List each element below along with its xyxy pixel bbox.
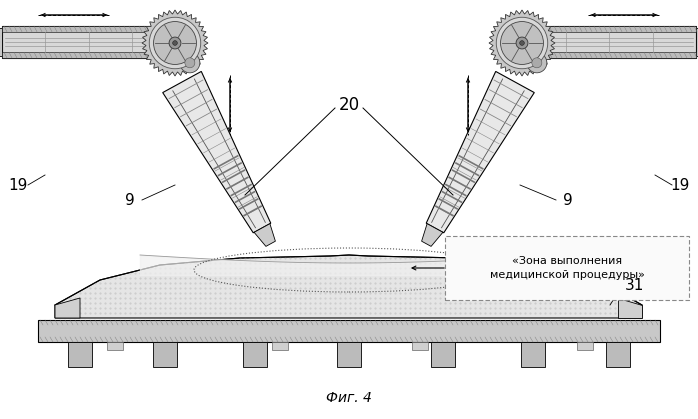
Polygon shape [521, 342, 545, 367]
Polygon shape [68, 342, 92, 367]
Circle shape [496, 17, 548, 69]
Circle shape [532, 58, 542, 68]
Polygon shape [522, 26, 696, 32]
Polygon shape [522, 26, 696, 58]
Polygon shape [577, 342, 593, 350]
Circle shape [180, 53, 200, 73]
Polygon shape [2, 26, 175, 32]
Polygon shape [254, 224, 276, 246]
Polygon shape [55, 255, 642, 318]
Circle shape [520, 41, 524, 45]
Polygon shape [618, 298, 642, 318]
Polygon shape [431, 342, 455, 367]
Polygon shape [55, 298, 80, 318]
Polygon shape [696, 28, 698, 56]
Circle shape [500, 21, 544, 65]
Circle shape [154, 21, 196, 65]
Circle shape [169, 37, 181, 49]
Polygon shape [2, 52, 175, 58]
Polygon shape [337, 342, 361, 367]
Polygon shape [489, 10, 555, 76]
Polygon shape [153, 342, 177, 367]
Polygon shape [0, 28, 2, 56]
Text: 19: 19 [8, 178, 28, 192]
Text: «Зона выполнения
медицинской процедуры»: «Зона выполнения медицинской процедуры» [489, 256, 644, 280]
Circle shape [172, 41, 177, 45]
Polygon shape [2, 26, 175, 58]
Polygon shape [606, 342, 630, 367]
FancyBboxPatch shape [445, 236, 689, 300]
Polygon shape [107, 342, 123, 350]
Polygon shape [38, 320, 660, 342]
Text: 9: 9 [125, 192, 135, 207]
Text: 31: 31 [625, 277, 645, 292]
Polygon shape [412, 342, 428, 350]
Polygon shape [522, 52, 696, 58]
Polygon shape [426, 71, 534, 233]
Text: 19: 19 [670, 178, 690, 192]
Text: 9: 9 [563, 192, 573, 207]
Circle shape [516, 37, 528, 49]
Polygon shape [243, 342, 267, 367]
Text: 20: 20 [339, 96, 359, 114]
Polygon shape [163, 71, 271, 233]
Circle shape [185, 58, 195, 68]
Circle shape [527, 53, 547, 73]
Polygon shape [272, 342, 288, 350]
Text: Фиг. 4: Фиг. 4 [326, 391, 372, 405]
Circle shape [149, 17, 201, 69]
Polygon shape [142, 10, 208, 76]
Polygon shape [422, 224, 443, 246]
